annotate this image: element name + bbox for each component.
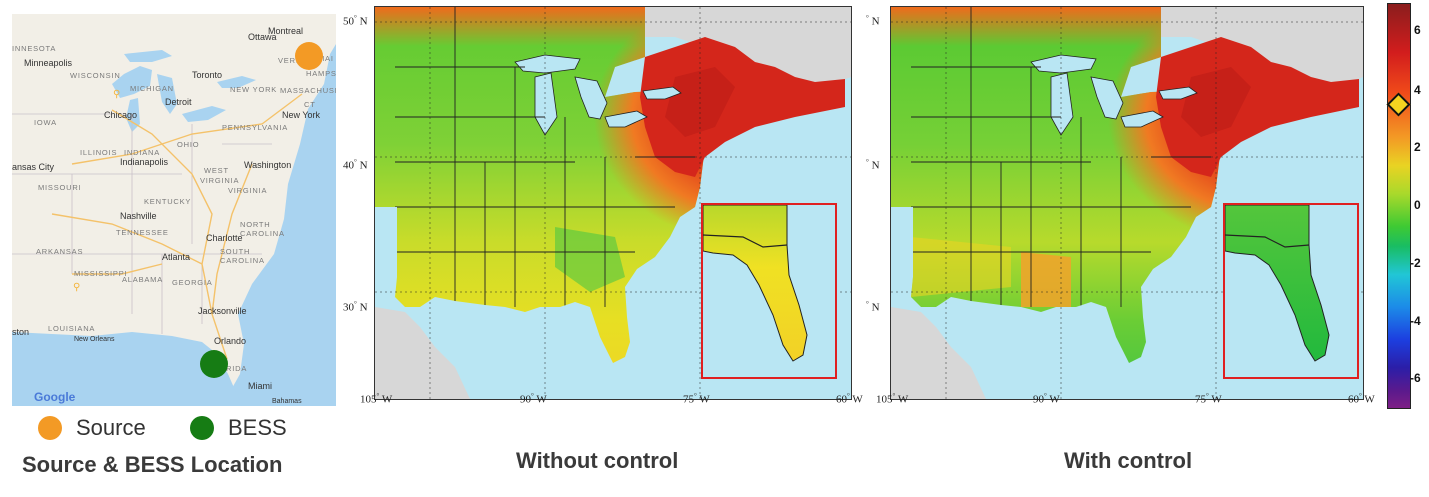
colorbar-tick-6: 6 — [1414, 23, 1421, 37]
caption-without-control: Without control — [516, 448, 679, 473]
city-label-atlanta: Atlanta — [162, 252, 191, 262]
colorbar-tick-4: 4 — [1414, 83, 1421, 97]
state-label-ar: ARKANSAS — [36, 247, 84, 256]
state-label-oh: OHIO — [177, 140, 200, 149]
state-label-nh: HAMPSHIRE — [306, 69, 336, 78]
state-label-me: MAI — [318, 54, 334, 63]
lat-label-50-right: ° N — [866, 14, 880, 28]
source-marker[interactable] — [295, 42, 323, 70]
state-label-fl: RIDA — [226, 364, 248, 373]
lat-label-30-right: ° N — [866, 300, 880, 314]
color-bar — [1387, 3, 1411, 409]
city-label-ottawa: Ottawa — [248, 32, 277, 42]
city-label-washington: Washington — [244, 160, 292, 170]
legend-source: Source — [38, 415, 146, 441]
state-label-vt: VERMO — [278, 56, 310, 65]
state-label-il: ILLINOIS — [80, 148, 118, 157]
city-label-new-york: New York — [282, 110, 321, 120]
state-label-mo: MISSOURI — [38, 183, 82, 192]
colorbar-tick-0: 0 — [1414, 198, 1421, 212]
bess-legend-swatch — [190, 416, 214, 440]
colorbar-tick-neg4: -4 — [1410, 314, 1421, 328]
lon-label-105-right: 105° W — [876, 392, 909, 406]
lat-label-50-left: 50° N — [343, 14, 368, 28]
state-label-ia: IOWA — [34, 118, 57, 127]
city-label-toronto: Toronto — [192, 70, 223, 80]
city-label-detroit: Detroit — [165, 97, 192, 107]
state-label-va: VIRGINIA — [228, 186, 268, 195]
city-label-chicago: Chicago — [104, 110, 138, 120]
state-label-mi: MICHIGAN — [130, 84, 174, 93]
city-label-indianapolis: Indianapolis — [120, 157, 169, 167]
colorbar-tick-2: 2 — [1414, 140, 1421, 154]
city-label-orlando: Orlando — [214, 336, 247, 346]
city-label-charlotte: Charlotte — [206, 233, 243, 243]
lon-label-105-left: 105° W — [360, 392, 393, 406]
map-panel-without-control — [374, 6, 852, 400]
reference-map-terrain — [12, 14, 336, 406]
state-label-ct: CT — [304, 100, 316, 109]
city-label-new-orleans: New Orleans — [74, 336, 115, 343]
map-pin-icon: ⚲ — [73, 282, 81, 293]
state-label-sc-2: CAROLINA — [220, 256, 265, 265]
state-label-ma: MASSACHUSE — [280, 86, 336, 95]
caption-with-control: With control — [1064, 448, 1193, 473]
bess-legend-label: BESS — [228, 415, 287, 440]
lon-label-90-right: 90° W — [1033, 392, 1060, 406]
state-label-tn: TENNESSEE — [116, 228, 169, 237]
state-label-mn: INNESOTA — [12, 44, 57, 53]
google-logo: Google — [34, 390, 76, 404]
state-label-in: INDIANA — [124, 148, 161, 157]
florida-inset-without-control — [701, 203, 837, 379]
state-label-la: LOUISIANA — [48, 324, 96, 333]
state-label-al: ALABAMA — [122, 275, 164, 284]
source-legend-label: Source — [76, 415, 146, 440]
state-label-ny: NEW YORK — [230, 85, 278, 94]
state-label-sc-1: SOUTH — [220, 247, 251, 256]
city-label-houston: ston — [12, 327, 30, 337]
florida-heatmap-with-control — [1225, 205, 1330, 362]
state-label-ky: KENTUCKY — [144, 197, 192, 206]
florida-inset-with-control — [1223, 203, 1359, 379]
state-label-ga: GEORGIA — [172, 278, 213, 287]
source-legend-swatch — [38, 416, 62, 440]
florida-heatmap-without-control — [703, 205, 808, 362]
map-panel-with-control — [890, 6, 1364, 400]
lat-label-30-left: 30° N — [343, 300, 368, 314]
colorbar-tick-neg6: -6 — [1410, 371, 1421, 385]
city-label-kansas-city: ansas City — [12, 162, 55, 172]
state-label-nc-1: NORTH — [240, 220, 271, 229]
state-label-pa: PENNSYLVANIA — [222, 123, 289, 132]
caption-location: Source & BESS Location — [22, 452, 283, 477]
lon-label-90-left: 90° W — [520, 392, 547, 406]
state-label-ms: MISSISSIPPI — [74, 269, 128, 278]
bess-marker[interactable] — [200, 350, 228, 378]
lat-label-40-left: 40° N — [343, 158, 368, 172]
city-label-nashville: Nashville — [120, 211, 157, 221]
state-label-wv-2: VIRGINIA — [200, 176, 240, 185]
lat-label-40-right: ° N — [866, 158, 880, 172]
map-pin-icon: ⚲ — [113, 89, 121, 100]
heatmap-with-control — [891, 7, 1363, 399]
lon-label-75-left: 75° W — [683, 392, 710, 406]
city-label-montreal: Montreal — [268, 26, 304, 36]
legend-bess: BESS — [190, 415, 287, 441]
city-label-bahamas: Bahamas — [272, 398, 302, 405]
state-label-nc-2: CAROLINA — [240, 229, 285, 238]
reference-map[interactable]: INNESOTA WISCONSIN MICHIGAN VERMO HAMPSH… — [12, 14, 336, 406]
city-label-jacksonville: Jacksonville — [198, 306, 247, 316]
lon-label-75-right: 75° W — [1195, 392, 1222, 406]
colorbar-tick-neg2: -2 — [1410, 256, 1421, 270]
city-label-miami: Miami — [248, 381, 272, 391]
heatmap-without-control — [375, 7, 851, 399]
city-label-minneapolis: Minneapolis — [24, 58, 73, 68]
state-label-wi: WISCONSIN — [70, 71, 121, 80]
lon-label-60-right: 60° W — [1348, 392, 1375, 406]
state-label-wv-1: WEST — [204, 166, 229, 175]
lon-label-60-left: 60° W — [836, 392, 863, 406]
